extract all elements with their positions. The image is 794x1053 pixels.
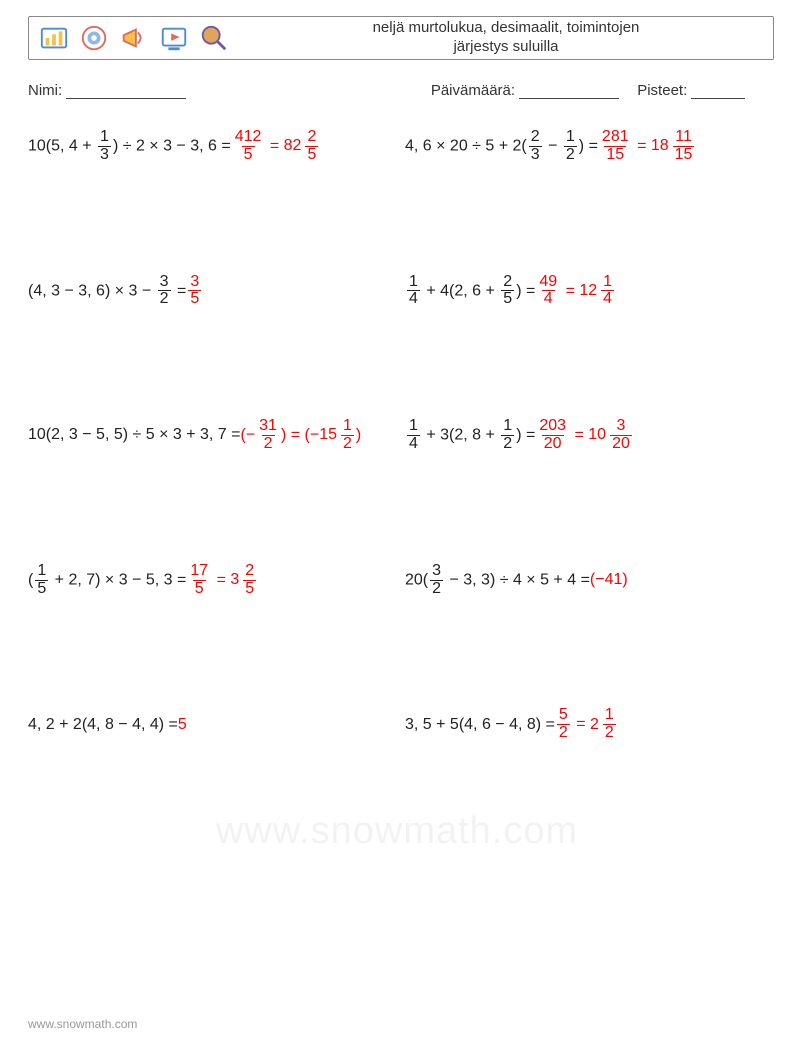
problem-4: 14 + 4(2, 6 + 25) = 494 = 1214 — [405, 274, 774, 309]
target-icon — [79, 23, 109, 53]
problem-5: 10(2, 3 − 5, 5) ÷ 5 × 3 + 3, 7 = (−312) … — [28, 418, 397, 453]
problem-expression: 4, 2 + 2(4, 8 − 4, 4) = — [28, 716, 178, 734]
title-line-2: järjestys suluilla — [247, 38, 765, 57]
problem-9: 4, 2 + 2(4, 8 − 4, 4) = 5 — [28, 707, 397, 742]
problem-expression: 3, 5 + 5(4, 6 − 4, 8) = — [405, 716, 555, 734]
problem-8: 20(32 − 3, 3) ÷ 4 × 5 + 4 = (−41) — [405, 563, 774, 598]
problem-6: 14 + 3(2, 8 + 12) = 20320 = 10320 — [405, 418, 774, 453]
problem-3: (4, 3 − 3, 6) × 3 − 32 = 35 — [28, 274, 397, 309]
problem-7: (15 + 2, 7) × 3 − 5, 3 = 175 = 325 — [28, 563, 397, 598]
date-label: Päivämäärä: — [431, 82, 515, 99]
score-label: Pisteet: — [637, 82, 687, 99]
worksheet-title: neljä murtolukua, desimaalit, toimintoje… — [239, 17, 773, 59]
megaphone-icon — [119, 23, 149, 53]
date-blank[interactable] — [519, 83, 619, 100]
problem-answer: (−41) — [590, 571, 628, 589]
problem-grid: 10(5, 4 + 13) ÷ 2 × 3 − 3, 6 = 4125 = 82… — [28, 129, 774, 742]
worksheet-header: neljä murtolukua, desimaalit, toimintoje… — [28, 16, 774, 60]
problem-expression: 14 + 4(2, 6 + 25) = — [405, 274, 535, 309]
problem-expression: (4, 3 − 3, 6) × 3 − 32 = — [28, 274, 186, 309]
problem-answer: 494 = 1214 — [535, 274, 616, 309]
name-label: Nimi: — [28, 82, 62, 99]
problem-answer: 28115 = 181115 — [598, 129, 697, 164]
score-blank[interactable] — [691, 83, 745, 100]
problem-expression: 4, 6 × 20 ÷ 5 + 2(23 − 12) = — [405, 129, 598, 164]
watermark: www.snowmath.com — [0, 810, 794, 853]
problem-expression: 14 + 3(2, 8 + 12) = — [405, 418, 535, 453]
chart-icon — [39, 23, 69, 53]
problem-1: 10(5, 4 + 13) ÷ 2 × 3 − 3, 6 = 4125 = 82… — [28, 129, 397, 164]
title-line-1: neljä murtolukua, desimaalit, toimintoje… — [247, 19, 765, 38]
problem-expression: 10(5, 4 + 13) ÷ 2 × 3 − 3, 6 = — [28, 129, 231, 164]
problem-answer: 175 = 325 — [186, 563, 258, 598]
problem-answer: 5 — [178, 716, 187, 734]
problem-answer: 35 — [186, 274, 203, 309]
problem-answer: 20320 = 10320 — [535, 418, 634, 453]
problem-expression: 10(2, 3 − 5, 5) ÷ 5 × 3 + 3, 7 = — [28, 426, 240, 444]
problem-answer: 4125 = 8225 — [231, 129, 321, 164]
meta-row: Nimi: Päivämäärä: Pisteet: — [28, 82, 774, 99]
search-icon — [199, 23, 229, 53]
name-blank[interactable] — [66, 83, 186, 100]
problem-expression: 20(32 − 3, 3) ÷ 4 × 5 + 4 = — [405, 563, 590, 598]
problem-10: 3, 5 + 5(4, 6 − 4, 8) = 52 = 212 — [405, 707, 774, 742]
problem-answer: 52 = 212 — [555, 707, 618, 742]
footer-url: www.snowmath.com — [28, 1017, 137, 1031]
problem-expression: (15 + 2, 7) × 3 − 5, 3 = — [28, 563, 186, 598]
problem-2: 4, 6 × 20 ÷ 5 + 2(23 − 12) = 28115 = 181… — [405, 129, 774, 164]
problem-answer: (−312) = (−1512) — [240, 418, 361, 453]
play-icon — [159, 23, 189, 53]
header-icons — [29, 23, 239, 53]
